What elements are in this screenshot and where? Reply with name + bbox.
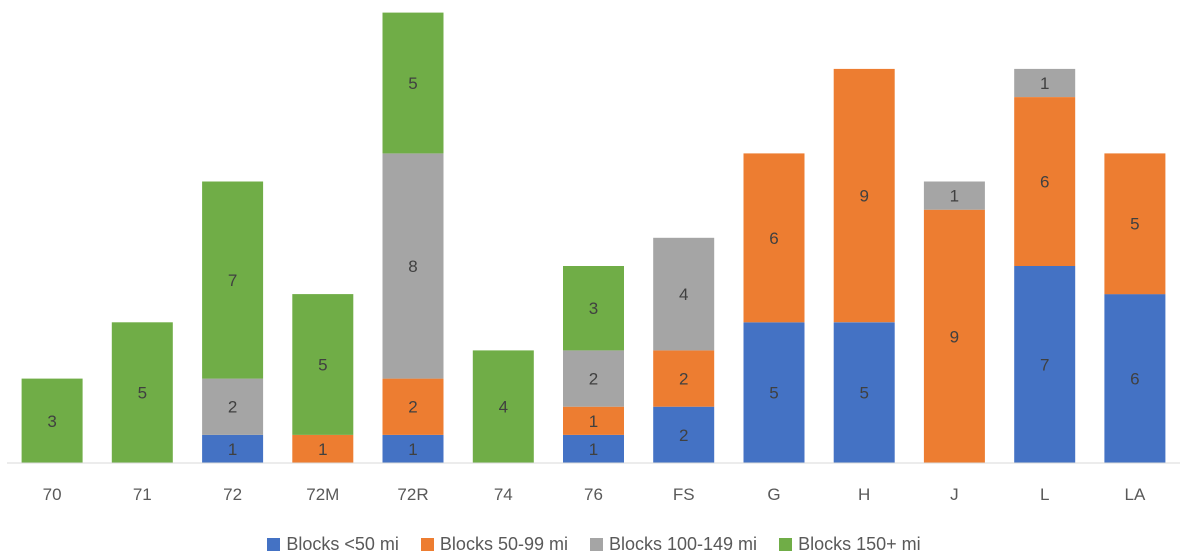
- x-tick-label: G: [767, 485, 780, 504]
- legend-item-blocks-under-50: Blocks <50 mi: [267, 534, 399, 555]
- legend-swatch: [779, 538, 793, 551]
- data-label: 5: [859, 384, 868, 403]
- legend-label: Blocks 100-149 mi: [608, 534, 758, 554]
- data-label: 2: [228, 398, 237, 417]
- bar-segment: [653, 406, 715, 463]
- legend-item-blocks-100-149: Blocks 100-149 mi: [589, 534, 758, 555]
- data-label: 5: [138, 384, 147, 403]
- data-label: 1: [1040, 74, 1049, 93]
- data-label: 8: [408, 257, 417, 276]
- legend-item-blocks-150-plus: Blocks 150+ mi: [779, 534, 921, 555]
- data-label: 2: [408, 398, 417, 417]
- data-label: 1: [408, 440, 417, 459]
- data-label: 6: [1040, 173, 1049, 192]
- bar-segment: [653, 237, 715, 351]
- bar-segment: [833, 322, 895, 464]
- x-tick-label: LA: [1125, 485, 1146, 504]
- bar-segment: [743, 322, 805, 464]
- x-tick-label: J: [950, 485, 959, 504]
- x-tick-label: 72M: [306, 485, 339, 504]
- bar-segment: [743, 153, 805, 323]
- data-label: 1: [318, 440, 327, 459]
- bar-segment: [1104, 153, 1166, 295]
- bar-segment: [1014, 68, 1076, 97]
- x-tick-label: H: [858, 485, 870, 504]
- x-tick-label: 72R: [397, 485, 428, 504]
- data-label: 9: [950, 327, 959, 346]
- data-label: 5: [318, 356, 327, 375]
- bar-segment: [563, 434, 624, 463]
- bar-segment: [382, 12, 444, 154]
- bar-segment: [923, 209, 985, 463]
- data-label: 2: [679, 426, 688, 445]
- data-label: 9: [859, 187, 868, 206]
- x-tick-label: 70: [43, 485, 62, 504]
- data-label: 7: [1040, 356, 1049, 375]
- data-label: 1: [589, 440, 598, 459]
- bar-segment: [653, 350, 715, 407]
- bar-segment: [111, 322, 173, 464]
- bar-segment: [382, 378, 444, 435]
- bar-segment: [1014, 266, 1076, 463]
- bar-segment: [563, 406, 624, 435]
- bar-segment: [1104, 294, 1166, 463]
- bar-segment: [472, 350, 534, 463]
- legend-label: Blocks 50-99 mi: [439, 534, 568, 554]
- x-tick-label: 72: [223, 485, 242, 504]
- data-label: 3: [47, 412, 56, 431]
- data-label: 2: [589, 370, 598, 389]
- x-tick-label: 74: [494, 485, 513, 504]
- x-tick-label: 76: [584, 485, 603, 504]
- stacked-bar-plot: 370571127721572M128572R474112376224FS56G…: [7, 12, 1180, 504]
- data-label: 7: [228, 271, 237, 290]
- data-label: 4: [679, 285, 688, 304]
- bar-segment: [1014, 97, 1076, 266]
- x-tick-label: 71: [133, 485, 152, 504]
- bar-segment: [202, 434, 264, 463]
- bar-segment: [563, 350, 624, 407]
- bar-segment: [382, 153, 444, 379]
- legend-swatch: [267, 538, 281, 551]
- x-tick-label: FS: [673, 485, 695, 504]
- bar-segment: [292, 294, 354, 435]
- data-label: 6: [1130, 370, 1139, 389]
- data-label: 3: [589, 299, 598, 318]
- legend-label: Blocks <50 mi: [286, 534, 399, 554]
- bar-segment: [563, 266, 624, 351]
- bar-segment: [292, 434, 354, 463]
- bar-segment: [202, 378, 264, 435]
- data-label: 1: [228, 440, 237, 459]
- data-label: 4: [499, 398, 508, 417]
- bar-segment: [382, 434, 444, 463]
- legend-label: Blocks 150+ mi: [798, 534, 921, 554]
- legend-swatch: [589, 538, 603, 551]
- bar-segment: [833, 68, 895, 323]
- data-label: 5: [769, 384, 778, 403]
- bar-segment: [202, 181, 264, 379]
- bar-segment: [21, 378, 83, 463]
- x-tick-label: L: [1040, 485, 1049, 504]
- data-label: 5: [1130, 215, 1139, 234]
- data-label: 2: [679, 370, 688, 389]
- data-label: 1: [589, 412, 598, 431]
- data-label: 1: [950, 187, 959, 206]
- legend-item-blocks-50-99: Blocks 50-99 mi: [420, 534, 568, 555]
- legend-swatch: [420, 538, 434, 551]
- data-label: 6: [769, 229, 778, 248]
- data-label: 5: [408, 74, 417, 93]
- bar-segment: [923, 181, 985, 210]
- legend: Blocks <50 mi Blocks 50-99 mi Blocks 100…: [0, 534, 1188, 555]
